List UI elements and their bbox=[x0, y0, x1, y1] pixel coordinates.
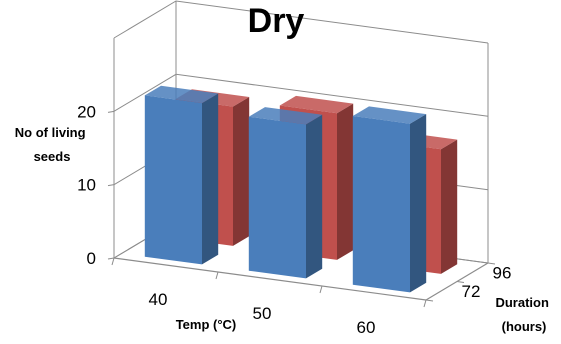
bar-top-face bbox=[352, 106, 427, 124]
depth-tick-mark bbox=[456, 281, 465, 283]
chart-title: Dry bbox=[248, 2, 305, 40]
x-axis-line bbox=[113, 257, 427, 301]
x-tick-label: 60 bbox=[357, 318, 376, 337]
y-tick-label: 20 bbox=[77, 102, 96, 121]
bar-side-face bbox=[337, 103, 354, 260]
y-tick-mark bbox=[107, 110, 115, 113]
x-tick-mark bbox=[215, 271, 219, 280]
bar-front-face bbox=[248, 116, 306, 279]
y-axis-label: No of living seeds bbox=[15, 125, 89, 164]
bar-side-face bbox=[410, 114, 427, 293]
x-tick-mark bbox=[423, 299, 427, 308]
depth-tick-label: 96 bbox=[493, 263, 512, 282]
bar-top-face bbox=[144, 85, 219, 104]
bar-top-face bbox=[279, 95, 354, 114]
x-tick-mark bbox=[319, 285, 323, 294]
bar-side-face bbox=[306, 114, 323, 279]
depth-tick-mark bbox=[487, 262, 496, 265]
bar-72-60 bbox=[352, 106, 427, 293]
bar-72-50 bbox=[248, 107, 323, 279]
depth-tick-label: 72 bbox=[462, 282, 481, 301]
bar-side-face bbox=[441, 139, 458, 274]
bar-top-face bbox=[248, 107, 323, 125]
x-axis-label: Temp (°C) bbox=[176, 317, 237, 332]
y-tick-label: 10 bbox=[77, 176, 96, 195]
x-tick-label: 50 bbox=[253, 304, 272, 323]
y-tick-mark bbox=[107, 184, 115, 187]
y-tick-label: 0 bbox=[87, 249, 96, 268]
bar-front-face bbox=[144, 95, 202, 265]
bar-front-face bbox=[352, 116, 410, 293]
depth-tick-mark bbox=[425, 299, 434, 302]
y-tick-mark bbox=[107, 257, 115, 260]
depth-axis-label: Duration (hours) bbox=[495, 295, 552, 334]
x-tick-mark bbox=[111, 257, 115, 266]
bar-side-face bbox=[202, 93, 219, 265]
x-tick-label: 40 bbox=[149, 290, 168, 309]
bar-72-40 bbox=[144, 85, 219, 265]
bars bbox=[144, 85, 458, 293]
bar-side-face bbox=[233, 97, 250, 246]
